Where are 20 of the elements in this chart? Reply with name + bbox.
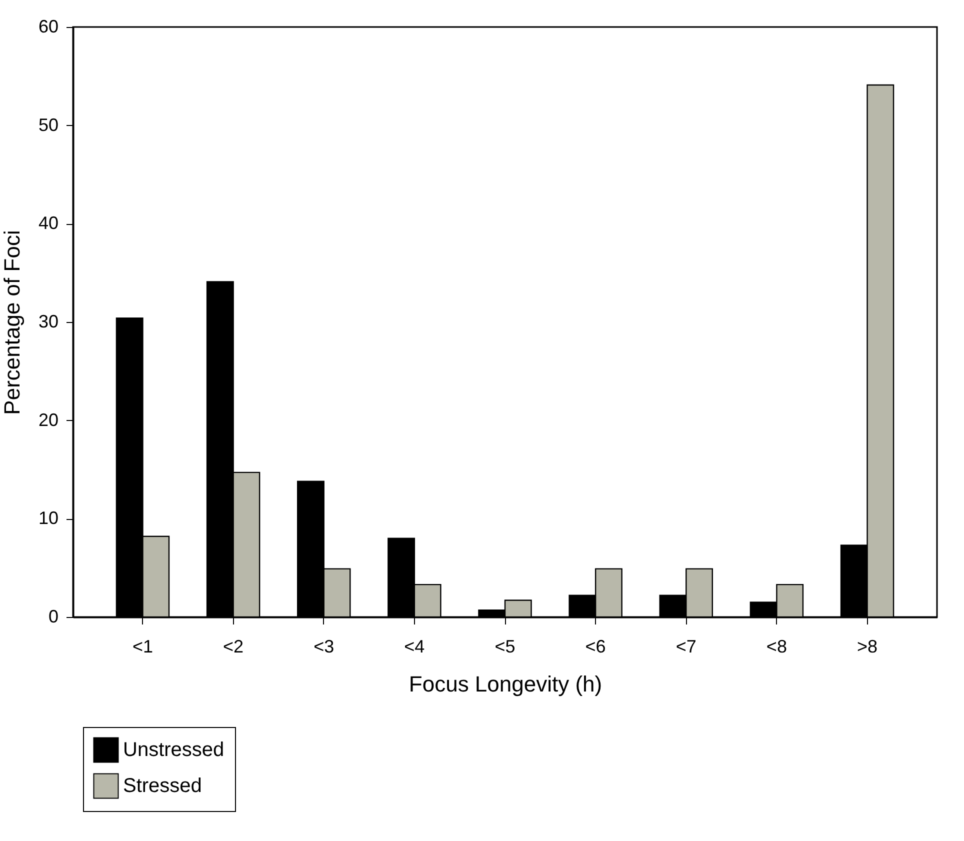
x-tick-label: <7: [676, 636, 696, 656]
x-tick-label: <2: [223, 636, 244, 656]
x-tick-label: <6: [585, 636, 606, 656]
x-tick-label: <8: [766, 636, 787, 656]
y-tick-label: 10: [38, 508, 58, 528]
y-tick-label: 20: [38, 410, 58, 430]
y-tick-label: 60: [38, 16, 58, 36]
y-tick-label: 50: [38, 114, 58, 135]
x-axis-title: Focus Longevity (h): [408, 672, 602, 696]
y-tick-label: 0: [48, 606, 58, 626]
y-axis-title: Percentage of Foci: [0, 230, 24, 415]
x-tick-label: <5: [494, 636, 516, 656]
legend-label: Stressed: [123, 775, 202, 797]
legend-label: Unstressed: [123, 739, 224, 761]
y-tick-label: 40: [38, 213, 58, 234]
x-tick-label: >8: [857, 636, 878, 656]
y-tick-label: 30: [38, 312, 58, 332]
x-tick-label: <1: [132, 636, 153, 656]
x-tick-label: <4: [404, 636, 425, 656]
x-tick-label: <3: [314, 636, 334, 656]
